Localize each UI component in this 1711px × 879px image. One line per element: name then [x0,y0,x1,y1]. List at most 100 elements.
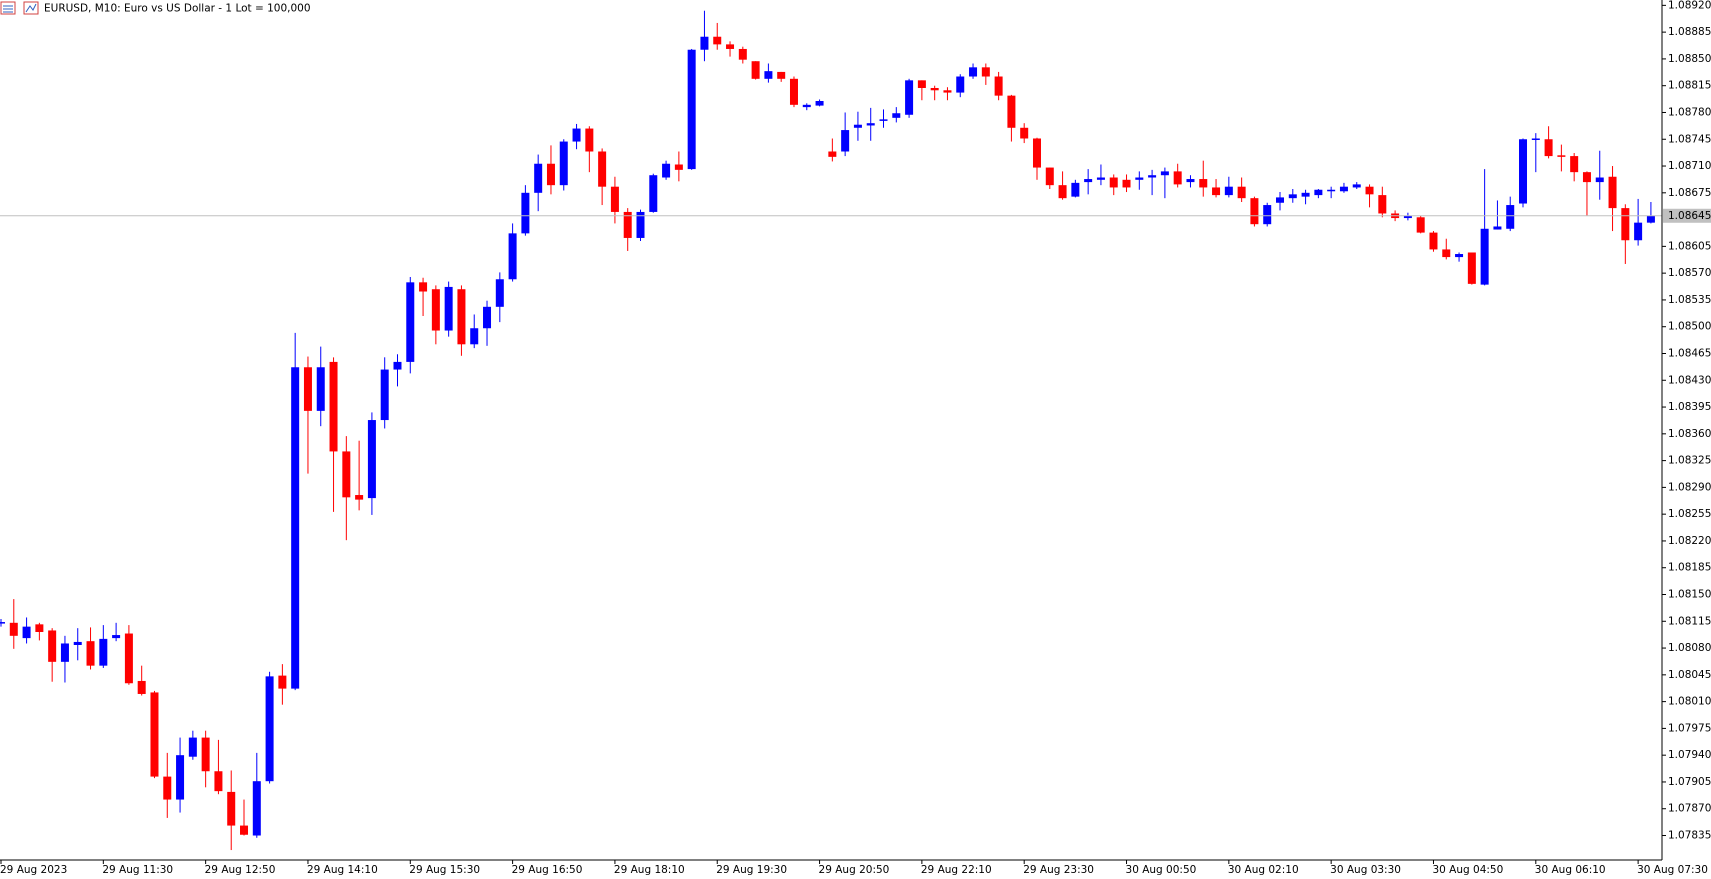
candle-body [623,211,632,238]
candle-body [1084,179,1093,183]
y-tick-label: 1.08395 [1668,401,1711,413]
candle-body [1493,226,1502,230]
candle-body [879,119,888,121]
x-tick-label: 30 Aug 07:30 [1637,864,1708,876]
x-tick-label: 29 Aug 20:50 [819,864,890,876]
candle-body [99,638,108,666]
candle-body [1416,217,1425,233]
candle-body [393,361,402,370]
y-tick-label: 1.08185 [1668,562,1711,574]
candle-body [1442,249,1451,258]
candle-body [1570,156,1579,173]
y-tick-label: 1.08290 [1668,481,1711,493]
candle-body [994,76,1003,96]
candle-body [176,755,185,800]
chart-title: EURUSD, M10: Euro vs US Dollar - 1 Lot =… [44,3,311,15]
candle-body [687,49,696,170]
y-tick-label: 1.08535 [1668,294,1711,306]
candle-body [1582,172,1591,183]
current-price-box [1663,208,1711,223]
candle-body [508,233,517,280]
y-tick-label: 1.08430 [1668,374,1711,386]
y-tick-label: 1.08780 [1668,106,1711,118]
candle-body [1160,171,1169,176]
y-tick-label: 1.08850 [1668,53,1711,65]
candle-body [1148,175,1157,178]
candle-body [214,771,223,792]
x-tick-label: 30 Aug 00:50 [1126,864,1197,876]
candle-body [1250,198,1259,225]
x-tick-label: 29 Aug 22:10 [921,864,992,876]
candle-body [905,80,914,115]
plot-area [0,10,1662,851]
candle-body [866,123,875,126]
candle-body [892,113,901,118]
candle-body [240,825,249,835]
chart-header: EURUSD, M10: Euro vs US Dollar - 1 Lot =… [0,1,311,15]
candle-body [1621,208,1630,241]
candle-body [380,369,389,421]
candle-body [1595,177,1604,183]
candle-body [1058,185,1067,199]
candle-body [546,163,555,186]
candle-body [329,361,338,452]
y-tick-label: 1.08325 [1668,455,1711,467]
candle-body [572,128,581,142]
candle-body [419,282,428,292]
candle-body [252,781,261,836]
y-tick-label: 1.08885 [1668,26,1711,38]
candle-body [1071,182,1080,197]
candle-body [726,44,735,49]
candle-body [1096,177,1105,180]
y-tick-label: 1.07975 [1668,722,1711,734]
y-tick-label: 1.07905 [1668,776,1711,788]
candle-body [60,643,69,662]
y-tick-label: 1.07870 [1668,803,1711,815]
candle-body [1032,138,1041,168]
y-tick-label: 1.08570 [1668,267,1711,279]
x-tick-label: 29 Aug 16:50 [512,864,583,876]
candle-body [713,36,722,45]
candle-body [9,622,18,636]
x-tick-label: 29 Aug 23:30 [1023,864,1094,876]
candle-body [1455,254,1464,258]
candle-body [1224,186,1233,196]
candle-body [112,635,121,639]
candle-body [457,289,466,345]
candle-body [751,61,760,79]
candle-body [35,624,44,632]
candle-body [137,680,146,694]
candle-body [1122,179,1131,188]
candle-body [265,676,274,782]
candle-body [483,306,492,329]
candle-body [815,100,824,106]
x-tick-label: 29 Aug 12:50 [205,864,276,876]
candle-body [1429,232,1438,250]
candle-body [1007,95,1016,128]
candle-body [1480,228,1489,285]
candle-body [1237,186,1246,199]
candle-body [1173,171,1182,185]
candle-body [1327,189,1336,192]
y-tick-label: 1.07940 [1668,749,1711,761]
candle-body [598,151,607,187]
y-tick-label: 1.08465 [1668,347,1711,359]
candle-body [764,71,773,79]
candle-body [124,633,133,684]
candle-body [610,186,619,212]
candle-body [1301,192,1310,197]
candle-body [316,367,325,411]
x-tick-label: 29 Aug 2023 [0,864,67,876]
candle-body [1045,167,1054,186]
candle-body [227,791,236,826]
x-tick-label: 29 Aug 19:30 [716,864,787,876]
candle-body [1339,186,1348,192]
candle-body [470,328,479,345]
y-tick-label: 1.08150 [1668,589,1711,601]
candle-body [853,124,862,128]
candle-body [291,367,300,689]
candle-body [943,90,952,93]
candle-body [802,104,811,108]
menu-icon[interactable] [0,1,16,15]
